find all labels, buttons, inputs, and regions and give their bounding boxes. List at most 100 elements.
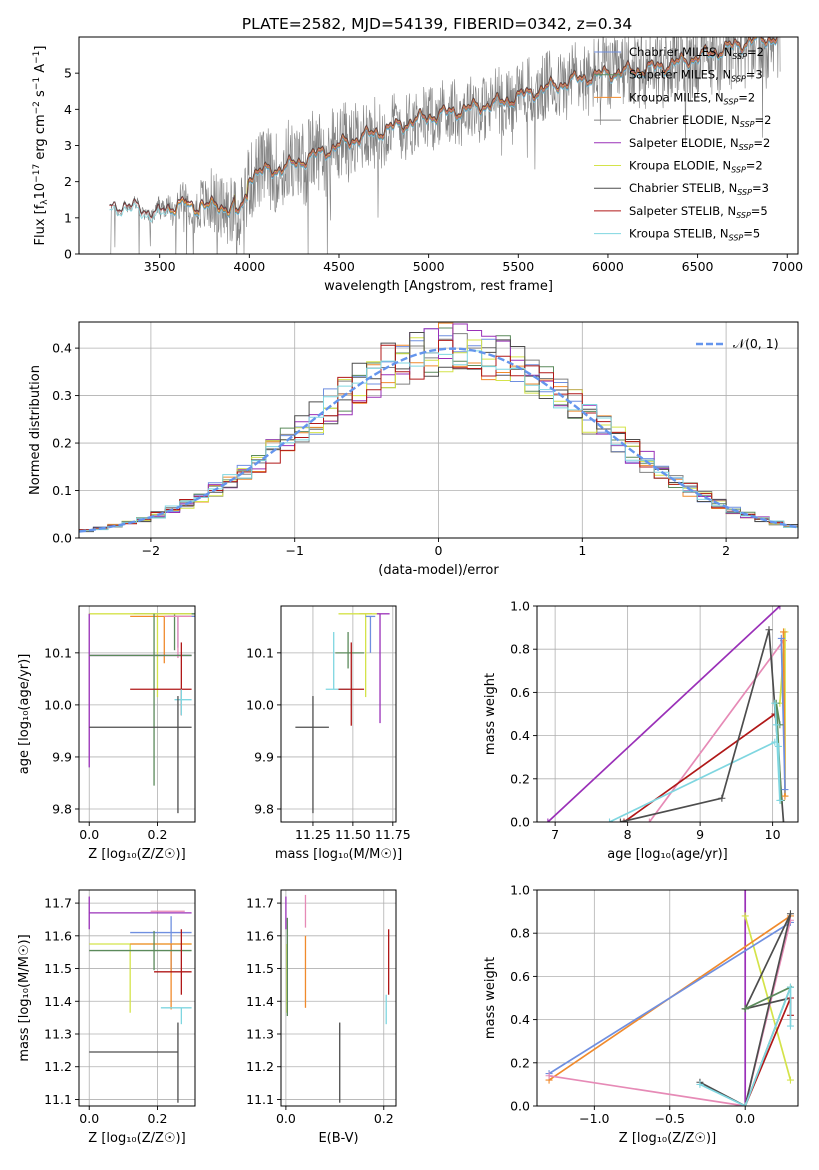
y-axis-label-part: −17 [32, 164, 42, 183]
legend-label-sub: SSP [729, 234, 744, 243]
y-tick-label: 11.3 [246, 1027, 274, 1042]
axes-frame [536, 889, 799, 1107]
y-tick-label: 11.7 [246, 896, 274, 911]
y-tick-label: 0.3 [52, 388, 72, 403]
y-tick-label: 10.0 [246, 697, 274, 712]
x-tick-label: 0.2 [148, 1111, 168, 1126]
plot-area [544, 606, 789, 822]
x-tick-label: 1 [578, 543, 586, 558]
errorbars [285, 894, 390, 1103]
panel-4: 11.25 11.50 11.75 9.8 9.9 10.0 10.1 mass [log₁₀… [246, 605, 411, 862]
x-tick-label: 11.75 [375, 827, 411, 842]
legend-label-tail: =2 [753, 136, 770, 150]
y-tick-label: 11.6 [44, 928, 72, 943]
x-tick-label: 3500 [144, 259, 176, 274]
lines [544, 606, 789, 822]
series-marker-kroupa_stelib [771, 699, 779, 707]
series-marker-chabrier_stelib [780, 818, 787, 822]
legend-label-main: Chabrier STELIB, N [629, 181, 737, 195]
y-tick-label: 0.4 [52, 341, 72, 356]
series-marker-chabrier_miles [777, 634, 785, 642]
series-marker-kroupa_stelib [786, 1022, 794, 1030]
series-line-salpeter_elodie [547, 606, 781, 822]
panel-7: 0.0 0.2 11.1 11.2 11.3 11.4 11.5 11.6 11.7 E(B-V) [246, 889, 397, 1146]
y-tick-label: 9.8 [254, 801, 274, 816]
legend-label-main: Chabrier ELODIE, N [629, 113, 740, 127]
legend-label-main: Kroupa MILES, N [629, 90, 724, 104]
series-marker-kroupa_stelib [741, 1102, 749, 1106]
series-line-chabrier_miles [548, 921, 791, 1075]
y-axis-label-part: A [33, 64, 48, 77]
y-tick-label: 0.2 [510, 1055, 530, 1070]
grid [281, 890, 396, 1106]
ticks: 11.25 11.50 11.75 9.8 9.9 10.0 10.1 [246, 645, 411, 842]
x-tick-label: −1.0 [579, 1111, 609, 1126]
series-marker-kroupa_elodie [786, 1076, 794, 1084]
y-tick-label: 11.4 [246, 994, 274, 1009]
series-marker-salpeter_elodie [741, 890, 749, 894]
series-line-kroupa_stelib [773, 703, 781, 801]
y-tick-label: 0.4 [510, 1012, 530, 1027]
y-tick-label: 0.6 [510, 685, 530, 700]
y-axis-label-part: −1 [32, 51, 42, 64]
series-line-kroupa_stelib [609, 741, 776, 822]
legend-label-sub: SSP [731, 75, 746, 84]
errorbars [295, 613, 390, 814]
ticks: 7 8 9 10 0.0 0.2 0.4 0.6 0.8 1.0 [510, 599, 781, 843]
series-data [109, 37, 781, 254]
y-tick-label: 9.9 [254, 749, 274, 764]
legend-label-sub: SSP [737, 188, 752, 197]
series-marker-salpeter_elodie [544, 818, 552, 822]
legend-label-sub: SSP [736, 211, 751, 220]
y-axis-label-part: erg cm [33, 114, 48, 163]
legend-label-tail: =5 [743, 227, 760, 241]
y-tick-label: 9.8 [52, 801, 72, 816]
series-marker-kroupa_miles [780, 628, 787, 636]
y-tick-label: 0.8 [510, 642, 530, 657]
legend-label-sub: SSP [740, 120, 755, 129]
legend-label-main: Salpeter STELIB, N [629, 204, 736, 218]
legend-label-tail: =3 [746, 68, 763, 82]
figure-title: PLATE=2582, MJD=54139, FIBERID=0342, z=0… [242, 15, 632, 33]
x-tick-label: −0.5 [655, 1111, 685, 1126]
y-tick-label: 0 [64, 247, 72, 262]
series-marker-chabrier_stelib [765, 626, 773, 634]
y-axis-label-part: s [33, 90, 48, 101]
axes-frame [280, 889, 397, 1107]
legend-label-main: Chabrier MILES, N [629, 45, 732, 59]
ticks: 0.0 0.2 11.1 11.2 11.3 11.4 11.5 11.6 11.7 [44, 896, 167, 1126]
panel-2: −2 −1 0 1 2 0.0 0.1 0.2 0.3 0.4 (data-model)/error… [28, 321, 799, 578]
y-tick-label: 11.2 [44, 1059, 72, 1074]
legend-label: Salpeter MILES, NSSP=3 [629, 68, 763, 84]
series-line-pink [648, 640, 785, 822]
x-axis-label: age [log₁₀(age/yr)] [607, 847, 728, 862]
x-tick-label: 0.0 [79, 1111, 99, 1126]
y-tick-label: 10.0 [44, 697, 72, 712]
ticks: −2 −1 0 1 2 0.0 0.1 0.2 0.3 0.4 [52, 341, 730, 558]
series-marker-kroupa_stelib [786, 983, 794, 991]
y-tick-label: 3 [64, 138, 72, 153]
y-tick-label: 0.2 [52, 436, 72, 451]
x-tick-label: 0.2 [148, 827, 168, 842]
axes-frame [78, 321, 799, 539]
legend-label-tail: =2 [746, 159, 763, 173]
x-tick-label: 0.0 [276, 1111, 296, 1126]
y-axis-label-part: λ [40, 199, 50, 205]
legend-label-main: Kroupa STELIB, N [629, 227, 729, 241]
legend-label-sub: SSP [732, 52, 747, 61]
plot-area [295, 613, 390, 814]
histogram-kroupa_stelib [79, 350, 798, 532]
series-marker-pink [545, 1072, 553, 1080]
lines [545, 890, 794, 1106]
y-tick-label: 11.7 [44, 896, 72, 911]
axes-frame [78, 605, 196, 823]
y-axis-label: mass weight [483, 673, 498, 755]
panel-3: 0.0 0.2 9.8 9.9 10.0 10.1 Z [log₁₀(Z/Z☉)] age [… [17, 605, 196, 862]
legend-label-main: Kroupa ELODIE, N [629, 159, 731, 173]
legend-label-tail: =2 [738, 90, 755, 104]
plot-area [79, 322, 798, 533]
y-tick-label: 5 [64, 66, 72, 81]
x-tick-label: 11.50 [335, 827, 371, 842]
x-tick-label: 5500 [502, 259, 534, 274]
